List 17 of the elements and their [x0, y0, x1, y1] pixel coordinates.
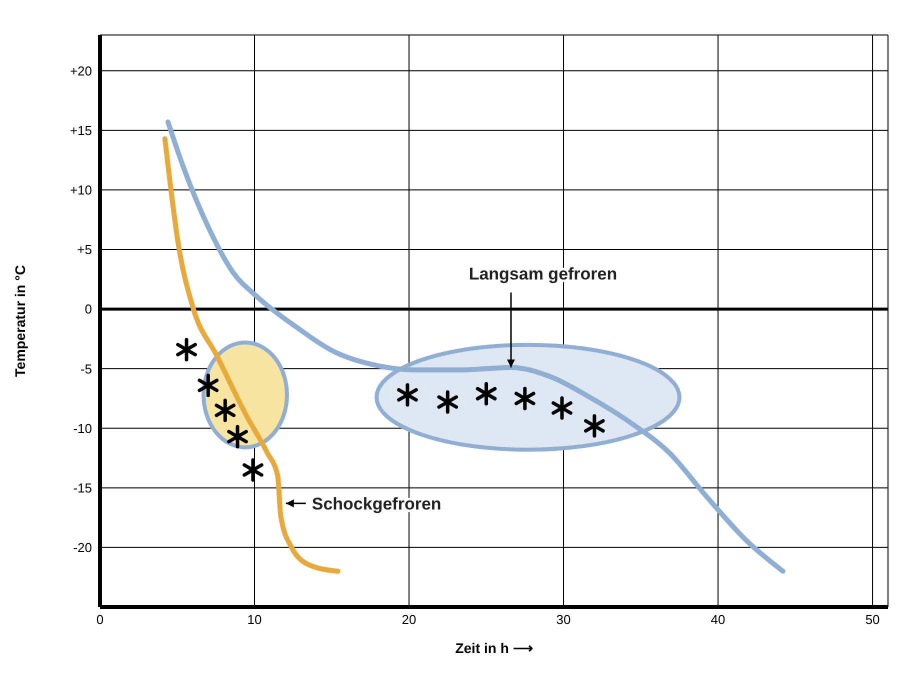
- x-axis-title: Zeit in h ⟶: [455, 640, 533, 656]
- y-tick-label: -15: [73, 480, 92, 496]
- x-tick-label: 0: [96, 612, 104, 628]
- x-tick-label: 20: [402, 612, 416, 628]
- x-tick-label: 50: [865, 612, 880, 628]
- y-axis-title: Temperatur in °C: [12, 265, 28, 377]
- y-tick-label: -5: [80, 361, 92, 376]
- y-tick-label: +5: [77, 242, 92, 258]
- x-tick-label: 40: [710, 612, 726, 628]
- y-tick-label: +10: [70, 182, 92, 198]
- x-tick-label: 30: [556, 612, 571, 628]
- y-tick-label: -10: [73, 420, 92, 436]
- y-tick-label: +20: [70, 63, 92, 78]
- y-tick-label: +15: [70, 122, 92, 138]
- x-tick-label: 10: [247, 612, 262, 628]
- y-tick-label: -20: [73, 540, 92, 556]
- y-tick-label: 0: [84, 302, 92, 317]
